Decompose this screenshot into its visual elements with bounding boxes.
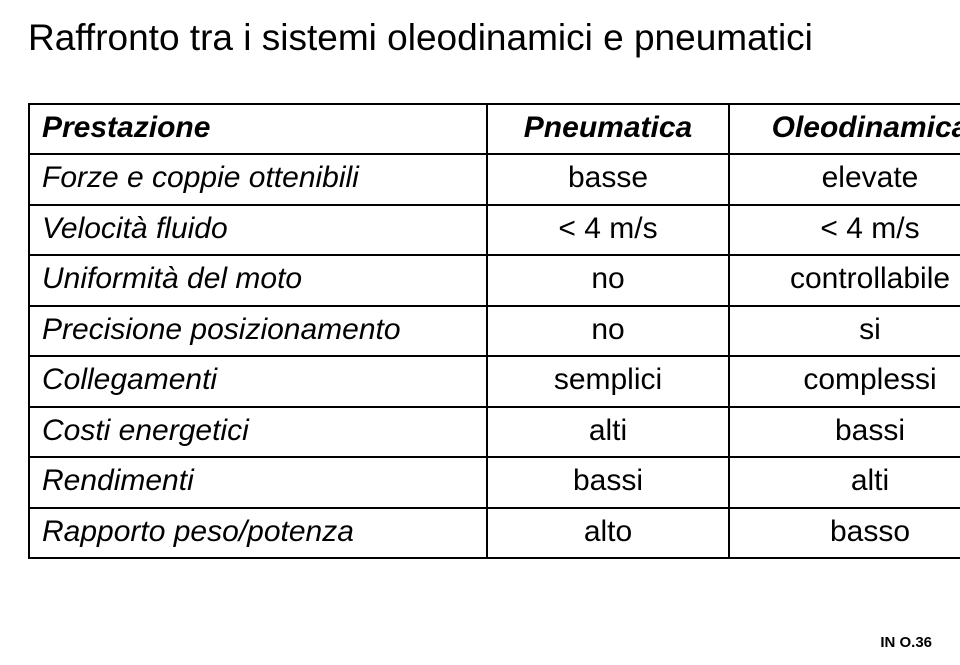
row-label: Velocità fluido: [29, 205, 487, 256]
row-label: Collegamenti: [29, 356, 487, 407]
row-val-oleodinamica: controllabile: [729, 255, 960, 306]
row-val-pneumatica: no: [487, 255, 729, 306]
header-prestazione: Prestazione: [29, 104, 487, 155]
row-val-oleodinamica: < 4 m/s: [729, 205, 960, 256]
table-row: Rapporto peso/potenza alto basso: [29, 508, 960, 559]
header-oleodinamica: Oleodinamica: [729, 104, 960, 155]
row-val-oleodinamica: si: [729, 306, 960, 357]
row-val-pneumatica: semplici: [487, 356, 729, 407]
row-val-pneumatica: alti: [487, 407, 729, 458]
row-val-oleodinamica: alti: [729, 457, 960, 508]
row-val-pneumatica: basse: [487, 154, 729, 205]
row-label: Uniformità del moto: [29, 255, 487, 306]
row-label: Precisione posizionamento: [29, 306, 487, 357]
row-label: Costi energetici: [29, 407, 487, 458]
row-val-pneumatica: no: [487, 306, 729, 357]
page-title: Raffronto tra i sistemi oleodinamici e p…: [28, 18, 932, 59]
header-pneumatica: Pneumatica: [487, 104, 729, 155]
row-label: Forze e coppie ottenibili: [29, 154, 487, 205]
page: Raffronto tra i sistemi oleodinamici e p…: [0, 0, 960, 665]
table-row: Collegamenti semplici complessi: [29, 356, 960, 407]
row-val-pneumatica: alto: [487, 508, 729, 559]
row-val-pneumatica: < 4 m/s: [487, 205, 729, 256]
table-row: Velocità fluido < 4 m/s < 4 m/s: [29, 205, 960, 256]
table-row: Uniformità del moto no controllabile: [29, 255, 960, 306]
row-val-pneumatica: bassi: [487, 457, 729, 508]
row-val-oleodinamica: basso: [729, 508, 960, 559]
row-label: Rapporto peso/potenza: [29, 508, 487, 559]
row-val-oleodinamica: elevate: [729, 154, 960, 205]
comparison-table: Prestazione Pneumatica Oleodinamica Forz…: [28, 103, 960, 560]
page-footer: IN O.36: [880, 634, 932, 651]
row-label: Rendimenti: [29, 457, 487, 508]
table-row: Rendimenti bassi alti: [29, 457, 960, 508]
table-header-row: Prestazione Pneumatica Oleodinamica: [29, 104, 960, 155]
row-val-oleodinamica: complessi: [729, 356, 960, 407]
table-row: Forze e coppie ottenibili basse elevate: [29, 154, 960, 205]
row-val-oleodinamica: bassi: [729, 407, 960, 458]
table-row: Costi energetici alti bassi: [29, 407, 960, 458]
table-row: Precisione posizionamento no si: [29, 306, 960, 357]
